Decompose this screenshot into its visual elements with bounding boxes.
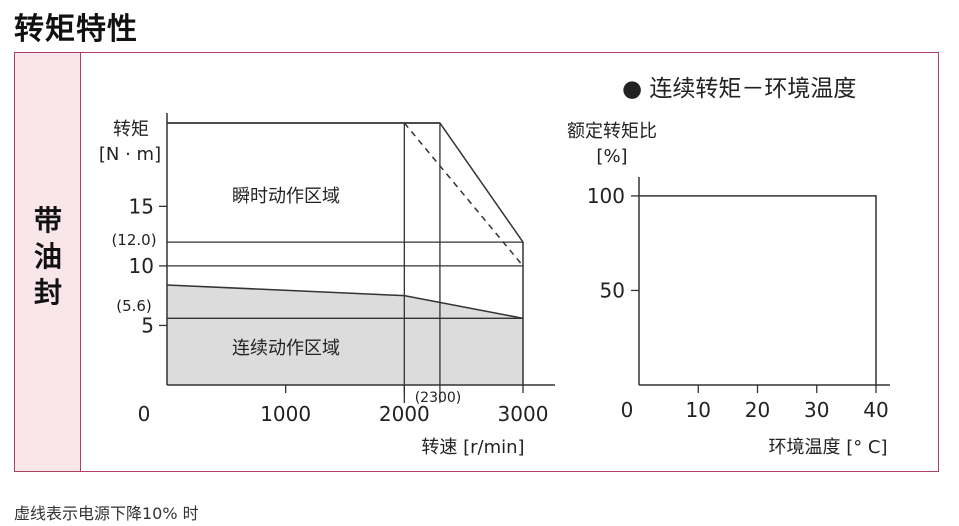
temperature-tick-label: 0: [621, 398, 634, 422]
annotation-5-6: (5.6): [116, 297, 152, 315]
speed-tick-label: 0: [138, 402, 151, 426]
ratio-tick-label: 50: [600, 278, 625, 302]
ratio-axis-unit: [%]: [596, 146, 627, 167]
speed-tick-label: 1000: [260, 402, 311, 426]
torque-tick-label: 10: [129, 254, 154, 278]
torque-speed-chart: 5 10 15 0 1000 2000 3000 转矩 [N · m] 转速 [r/min]…: [99, 113, 555, 458]
torque-axis-label: 转矩: [113, 119, 149, 140]
page-title: 转矩特性: [14, 12, 138, 47]
instant-boundary-dashed-line: [403, 122, 524, 267]
torque-chart-tick-labels: 5 10 15 0 1000 2000 3000: [129, 194, 549, 426]
temperature-tick-label: 20: [745, 398, 770, 422]
torque-tick-label: 15: [129, 194, 154, 218]
annotation-12: (12.0): [111, 231, 156, 249]
rated-ratio-line: [639, 195, 877, 385]
speed-tick-label: 2000: [379, 402, 430, 426]
temperature-chart-axes: [638, 177, 890, 386]
temperature-tick-label: 30: [804, 398, 829, 422]
continuous-region-label: 连续动作区域: [232, 338, 340, 359]
temperature-tick-label: 10: [686, 398, 711, 422]
speed-tick-label: 3000: [498, 402, 549, 426]
side-panel: 带 油 封: [15, 53, 81, 471]
chart-frame: 带 油 封: [14, 52, 939, 472]
torque-tick-label: 5: [141, 313, 154, 337]
temperature-axis-label: 环境温度 [° C]: [768, 437, 887, 458]
temperature-chart: ● 连续转矩－环境温度 额定转矩比 [%] 环境温度 [° C] 50 100 0 1…: [567, 76, 890, 458]
reference-lines: [167, 123, 523, 403]
torque-axis-unit: [N · m]: [99, 144, 161, 165]
instant-region-label: 瞬时动作区域: [232, 186, 340, 207]
footnote: 虚线表示电源下降10% 时: [14, 504, 199, 523]
temperature-chart-tick-labels: 50 100 0 10 20 30 40: [587, 184, 889, 422]
torque-chart-axes: [166, 113, 555, 386]
temperature-tick-label: 40: [863, 398, 888, 422]
temperature-chart-title: ● 连续转矩－环境温度: [622, 76, 856, 102]
ratio-axis-label: 额定转矩比: [567, 121, 657, 142]
side-label-oil-seal: 带 油 封: [33, 204, 62, 309]
annotation-2300: (2300): [415, 390, 462, 406]
ratio-tick-label: 100: [587, 184, 625, 208]
continuous-region-fill: [167, 284, 523, 385]
speed-axis-label: 转速 [r/min]: [421, 437, 524, 458]
